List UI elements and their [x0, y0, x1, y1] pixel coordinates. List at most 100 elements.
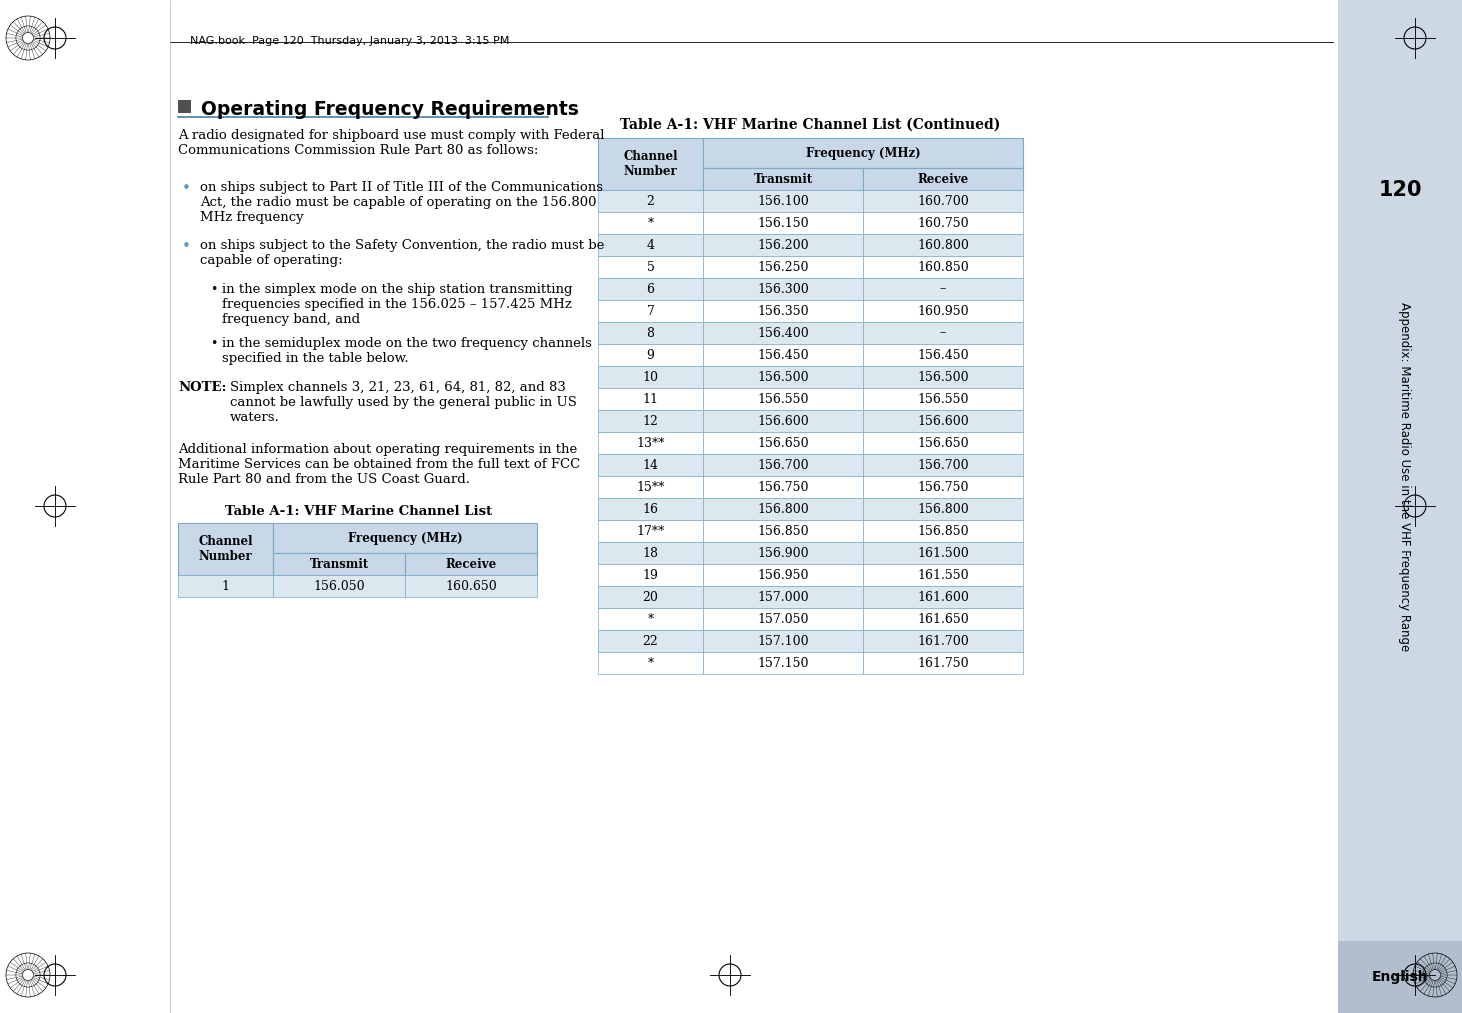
Bar — [598, 256, 703, 278]
Text: 4: 4 — [646, 238, 655, 251]
Text: 156.900: 156.900 — [757, 546, 808, 559]
Text: 20: 20 — [643, 591, 658, 604]
Text: •: • — [181, 181, 192, 196]
Bar — [703, 234, 863, 256]
Text: 160.850: 160.850 — [917, 260, 969, 274]
Bar — [405, 575, 537, 597]
Text: 156.850: 156.850 — [917, 525, 969, 538]
Bar — [598, 212, 703, 234]
Text: *: * — [648, 656, 654, 670]
Bar — [863, 564, 1023, 586]
Bar — [598, 476, 703, 498]
Text: 161.500: 161.500 — [917, 546, 969, 559]
Text: 161.750: 161.750 — [917, 656, 969, 670]
Text: Operating Frequency Requirements: Operating Frequency Requirements — [200, 100, 579, 119]
Bar — [703, 322, 863, 344]
Text: 7: 7 — [646, 305, 655, 317]
Text: 2: 2 — [646, 194, 655, 208]
Text: 156.750: 156.750 — [757, 480, 808, 493]
Bar — [863, 300, 1023, 322]
Bar — [863, 454, 1023, 476]
Bar — [273, 523, 537, 553]
Text: 156.400: 156.400 — [757, 326, 808, 339]
Bar — [703, 168, 863, 190]
Text: 156.600: 156.600 — [757, 414, 808, 427]
Bar — [598, 564, 703, 586]
Text: 157.100: 157.100 — [757, 634, 808, 647]
Text: 6: 6 — [646, 283, 655, 296]
Text: Receive: Receive — [917, 172, 969, 185]
Text: 156.200: 156.200 — [757, 238, 808, 251]
Text: 157.000: 157.000 — [757, 591, 808, 604]
Text: 14: 14 — [642, 459, 658, 471]
Text: 156.700: 156.700 — [757, 459, 808, 471]
Text: 156.350: 156.350 — [757, 305, 808, 317]
Text: 9: 9 — [646, 348, 655, 362]
Bar — [598, 138, 703, 190]
Text: *: * — [648, 217, 654, 230]
Text: 160.700: 160.700 — [917, 194, 969, 208]
Bar — [863, 652, 1023, 674]
Bar — [863, 168, 1023, 190]
Text: 16: 16 — [642, 502, 658, 516]
Bar — [598, 388, 703, 410]
Bar — [703, 256, 863, 278]
Text: in the simplex mode on the ship station transmitting
frequencies specified in th: in the simplex mode on the ship station … — [222, 283, 573, 326]
Text: 22: 22 — [643, 634, 658, 647]
Text: 156.050: 156.050 — [313, 579, 366, 593]
Bar — [703, 630, 863, 652]
Text: 161.650: 161.650 — [917, 613, 969, 625]
Bar — [598, 190, 703, 212]
Text: Channel
Number: Channel Number — [199, 535, 253, 563]
Text: Frequency (MHz): Frequency (MHz) — [348, 532, 462, 545]
Text: 161.550: 161.550 — [917, 568, 969, 581]
Text: in the semiduplex mode on the two frequency channels
specified in the table belo: in the semiduplex mode on the two freque… — [222, 337, 592, 365]
Text: 157.150: 157.150 — [757, 656, 808, 670]
Text: 160.750: 160.750 — [917, 217, 969, 230]
Bar — [178, 575, 273, 597]
Bar — [863, 212, 1023, 234]
Text: 17**: 17** — [636, 525, 665, 538]
Text: Table A-1: VHF Marine Channel List: Table A-1: VHF Marine Channel List — [225, 505, 493, 518]
Bar — [273, 553, 405, 575]
Bar — [863, 608, 1023, 630]
Bar — [598, 366, 703, 388]
Bar — [703, 432, 863, 454]
Text: 156.750: 156.750 — [917, 480, 969, 493]
Text: 156.150: 156.150 — [757, 217, 808, 230]
Text: 11: 11 — [642, 392, 658, 405]
Text: Appendix: Maritime Radio Use in the VHF Frequency Range: Appendix: Maritime Radio Use in the VHF … — [1398, 302, 1411, 651]
Bar — [863, 476, 1023, 498]
Text: 1: 1 — [222, 579, 230, 593]
Bar — [598, 586, 703, 608]
Bar — [703, 652, 863, 674]
Text: Simplex channels 3, 21, 23, 61, 64, 81, 82, and 83
cannot be lawfully used by th: Simplex channels 3, 21, 23, 61, 64, 81, … — [230, 381, 577, 424]
Bar — [863, 520, 1023, 542]
Bar — [703, 608, 863, 630]
Bar — [703, 138, 1023, 168]
Bar — [703, 520, 863, 542]
Bar — [598, 630, 703, 652]
Text: 156.250: 156.250 — [757, 260, 808, 274]
Text: A radio designated for shipboard use must comply with Federal
Communications Com: A radio designated for shipboard use mus… — [178, 129, 604, 157]
Bar — [598, 344, 703, 366]
Bar — [598, 608, 703, 630]
Bar — [598, 278, 703, 300]
Bar — [598, 234, 703, 256]
Bar — [863, 410, 1023, 432]
Text: 156.700: 156.700 — [917, 459, 969, 471]
Bar — [178, 100, 192, 113]
Bar — [863, 432, 1023, 454]
Bar — [703, 542, 863, 564]
Bar — [863, 586, 1023, 608]
Text: 156.500: 156.500 — [757, 371, 808, 384]
Text: 10: 10 — [642, 371, 658, 384]
Bar — [703, 586, 863, 608]
Text: 156.550: 156.550 — [917, 392, 969, 405]
Text: Table A-1: VHF Marine Channel List (Continued): Table A-1: VHF Marine Channel List (Cont… — [620, 118, 1000, 132]
Bar — [863, 498, 1023, 520]
Text: 120: 120 — [1379, 180, 1421, 200]
Text: on ships subject to Part II of Title III of the Communications
Act, the radio mu: on ships subject to Part II of Title III… — [200, 181, 602, 224]
Bar — [273, 575, 405, 597]
Text: 156.950: 156.950 — [757, 568, 808, 581]
